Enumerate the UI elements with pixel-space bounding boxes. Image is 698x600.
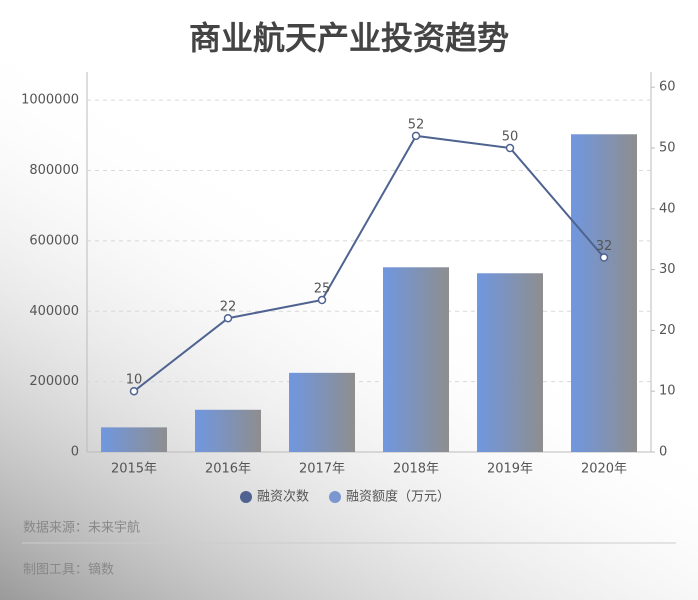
line-point [505,143,515,153]
data-label: 52 [408,117,425,132]
y2-tick-label: 30 [659,262,676,277]
line-point [223,313,233,323]
y2-tick-label: 40 [659,201,676,216]
line-point [411,131,421,141]
y2-tick-label: 20 [659,323,676,338]
legend-label: 融资次数 [257,489,309,505]
data-label: 25 [314,282,331,297]
data-label: 32 [596,239,613,254]
bar [101,427,167,452]
tool: 制图工具：镝数 [23,562,114,578]
legend-marker [240,491,252,503]
y2-tick-label: 60 [659,80,676,95]
legend-label: 融资额度（万元） [346,489,450,505]
chart-title: 商业航天产业投资趋势 [189,19,509,57]
bar [477,273,543,452]
line-point [129,386,139,396]
line-point [317,295,327,305]
x-tick-label: 2015年 [111,462,157,477]
data-label: 50 [502,130,519,145]
y-tick-label: 0 [71,445,79,460]
y-tick-label: 1000000 [21,93,79,108]
bar [195,409,261,452]
y2-tick-label: 0 [659,445,667,460]
y-tick-label: 800000 [29,163,79,178]
bar [571,134,637,452]
line [133,134,605,392]
bar [383,267,449,452]
data-label: 22 [220,300,237,315]
y-tick-label: 600000 [29,233,79,248]
y-tick-label: 200000 [29,374,79,389]
legend-marker [329,491,342,503]
line-point [599,253,609,262]
source: 数据来源：未来宇航 [23,520,140,536]
x-tick-label: 2018年 [393,462,439,477]
y-tick-label: 400000 [29,304,79,319]
data-label: 10 [126,373,143,388]
x-tick-label: 2020年 [581,462,627,477]
y2-tick-label: 50 [659,141,676,156]
x-tick-label: 2016年 [205,462,251,477]
x-tick-label: 2017年 [299,462,345,477]
x-tick-label: 2019年 [487,462,533,477]
bar [289,372,355,452]
y2-tick-label: 10 [659,384,676,399]
